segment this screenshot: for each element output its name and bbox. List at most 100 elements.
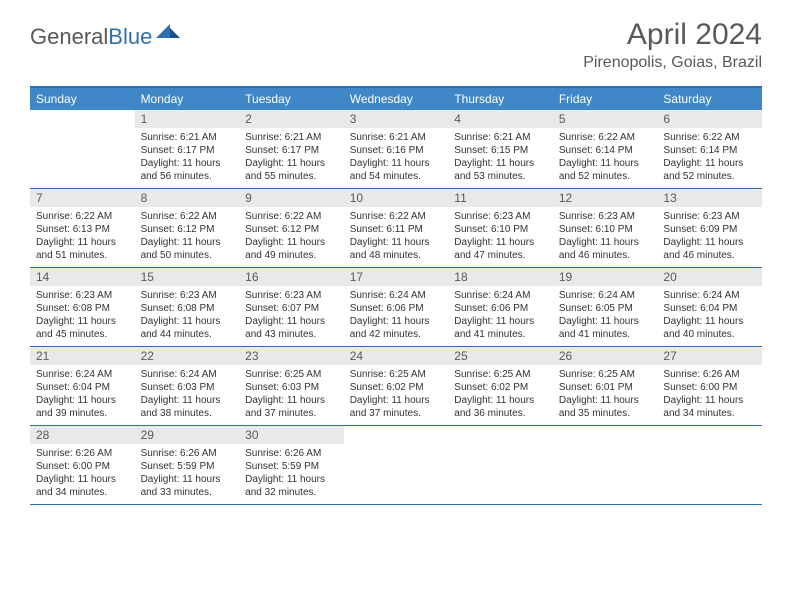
daylight-text-1: Daylight: 11 hours [141,394,234,407]
day-cell: 26Sunrise: 6:25 AMSunset: 6:01 PMDayligh… [553,347,658,425]
sunset-text: Sunset: 6:09 PM [663,223,756,236]
sunrise-text: Sunrise: 6:24 AM [350,289,443,302]
day-number: 2 [239,110,344,128]
daylight-text-2: and 41 minutes. [454,328,547,341]
daylight-text-2: and 52 minutes. [663,170,756,183]
sunrise-text: Sunrise: 6:21 AM [454,131,547,144]
calendar: Sunday Monday Tuesday Wednesday Thursday… [30,86,762,505]
logo-general: General [30,24,108,49]
daylight-text-2: and 33 minutes. [141,486,234,499]
weekday-fri: Friday [553,88,658,110]
day-cell: 27Sunrise: 6:26 AMSunset: 6:00 PMDayligh… [657,347,762,425]
sunrise-text: Sunrise: 6:24 AM [36,368,129,381]
sunrise-text: Sunrise: 6:24 AM [663,289,756,302]
day-cell [553,426,658,504]
day-body: Sunrise: 6:23 AMSunset: 6:08 PMDaylight:… [135,286,240,345]
sunset-text: Sunset: 6:10 PM [559,223,652,236]
weekday-thu: Thursday [448,88,553,110]
day-cell: 18Sunrise: 6:24 AMSunset: 6:06 PMDayligh… [448,268,553,346]
day-body: Sunrise: 6:24 AMSunset: 6:04 PMDaylight:… [30,365,135,424]
daylight-text-2: and 51 minutes. [36,249,129,262]
sunset-text: Sunset: 6:08 PM [36,302,129,315]
day-body: Sunrise: 6:22 AMSunset: 6:11 PMDaylight:… [344,207,449,266]
day-number: 12 [553,189,658,207]
daylight-text-2: and 42 minutes. [350,328,443,341]
sunset-text: Sunset: 6:14 PM [559,144,652,157]
day-cell: 30Sunrise: 6:26 AMSunset: 5:59 PMDayligh… [239,426,344,504]
logo-mark-icon [156,24,184,47]
day-body: Sunrise: 6:25 AMSunset: 6:02 PMDaylight:… [448,365,553,424]
daylight-text-2: and 45 minutes. [36,328,129,341]
daylight-text-2: and 44 minutes. [141,328,234,341]
day-body: Sunrise: 6:25 AMSunset: 6:01 PMDaylight:… [553,365,658,424]
day-number: 20 [657,268,762,286]
day-cell: 11Sunrise: 6:23 AMSunset: 6:10 PMDayligh… [448,189,553,267]
day-body: Sunrise: 6:21 AMSunset: 6:16 PMDaylight:… [344,128,449,187]
daylight-text-2: and 37 minutes. [350,407,443,420]
day-body: Sunrise: 6:25 AMSunset: 6:02 PMDaylight:… [344,365,449,424]
day-body: Sunrise: 6:24 AMSunset: 6:06 PMDaylight:… [448,286,553,345]
week-row: 14Sunrise: 6:23 AMSunset: 6:08 PMDayligh… [30,268,762,347]
sunset-text: Sunset: 6:04 PM [36,381,129,394]
day-cell: 22Sunrise: 6:24 AMSunset: 6:03 PMDayligh… [135,347,240,425]
day-number: 7 [30,189,135,207]
daylight-text-1: Daylight: 11 hours [141,315,234,328]
daylight-text-2: and 56 minutes. [141,170,234,183]
daylight-text-1: Daylight: 11 hours [245,157,338,170]
daylight-text-1: Daylight: 11 hours [141,157,234,170]
sunrise-text: Sunrise: 6:26 AM [663,368,756,381]
daylight-text-1: Daylight: 11 hours [559,394,652,407]
day-number: 19 [553,268,658,286]
day-cell: 5Sunrise: 6:22 AMSunset: 6:14 PMDaylight… [553,110,658,188]
day-cell [448,426,553,504]
day-body: Sunrise: 6:22 AMSunset: 6:13 PMDaylight:… [30,207,135,266]
day-cell [344,426,449,504]
sunrise-text: Sunrise: 6:24 AM [559,289,652,302]
daylight-text-2: and 35 minutes. [559,407,652,420]
sunrise-text: Sunrise: 6:23 AM [245,289,338,302]
day-cell: 6Sunrise: 6:22 AMSunset: 6:14 PMDaylight… [657,110,762,188]
sunset-text: Sunset: 6:04 PM [663,302,756,315]
sunset-text: Sunset: 6:00 PM [36,460,129,473]
day-cell: 1Sunrise: 6:21 AMSunset: 6:17 PMDaylight… [135,110,240,188]
daylight-text-1: Daylight: 11 hours [141,236,234,249]
daylight-text-2: and 41 minutes. [559,328,652,341]
sunrise-text: Sunrise: 6:25 AM [350,368,443,381]
weekday-mon: Monday [135,88,240,110]
daylight-text-1: Daylight: 11 hours [454,394,547,407]
sunset-text: Sunset: 6:17 PM [245,144,338,157]
day-cell: 3Sunrise: 6:21 AMSunset: 6:16 PMDaylight… [344,110,449,188]
weekday-sat: Saturday [657,88,762,110]
day-cell [30,110,135,188]
weeks-container: 1Sunrise: 6:21 AMSunset: 6:17 PMDaylight… [30,110,762,505]
day-cell: 13Sunrise: 6:23 AMSunset: 6:09 PMDayligh… [657,189,762,267]
daylight-text-1: Daylight: 11 hours [663,157,756,170]
day-body: Sunrise: 6:22 AMSunset: 6:12 PMDaylight:… [135,207,240,266]
logo: GeneralBlue [30,24,184,50]
day-cell: 10Sunrise: 6:22 AMSunset: 6:11 PMDayligh… [344,189,449,267]
day-body: Sunrise: 6:22 AMSunset: 6:14 PMDaylight:… [553,128,658,187]
daylight-text-2: and 37 minutes. [245,407,338,420]
day-number: 6 [657,110,762,128]
sunrise-text: Sunrise: 6:22 AM [141,210,234,223]
day-number: 28 [30,426,135,444]
day-number: 23 [239,347,344,365]
sunrise-text: Sunrise: 6:24 AM [141,368,234,381]
month-title: April 2024 [583,18,762,52]
sunrise-text: Sunrise: 6:23 AM [559,210,652,223]
daylight-text-2: and 50 minutes. [141,249,234,262]
daylight-text-1: Daylight: 11 hours [559,315,652,328]
day-number: 29 [135,426,240,444]
daylight-text-2: and 46 minutes. [663,249,756,262]
sunrise-text: Sunrise: 6:25 AM [559,368,652,381]
day-cell: 2 Sunrise: 6:21 AMSunset: 6:17 PMDaylight… [239,110,344,188]
sunrise-text: Sunrise: 6:21 AM [245,131,338,144]
daylight-text-2: and 52 minutes. [559,170,652,183]
day-cell: 15Sunrise: 6:23 AMSunset: 6:08 PMDayligh… [135,268,240,346]
title-block: April 2024 Pirenopolis, Goias, Brazil [583,18,762,72]
daylight-text-2: and 36 minutes. [454,407,547,420]
daylight-text-2: and 43 minutes. [245,328,338,341]
daylight-text-1: Daylight: 11 hours [141,473,234,486]
daylight-text-1: Daylight: 11 hours [350,315,443,328]
day-cell: 17Sunrise: 6:24 AMSunset: 6:06 PMDayligh… [344,268,449,346]
